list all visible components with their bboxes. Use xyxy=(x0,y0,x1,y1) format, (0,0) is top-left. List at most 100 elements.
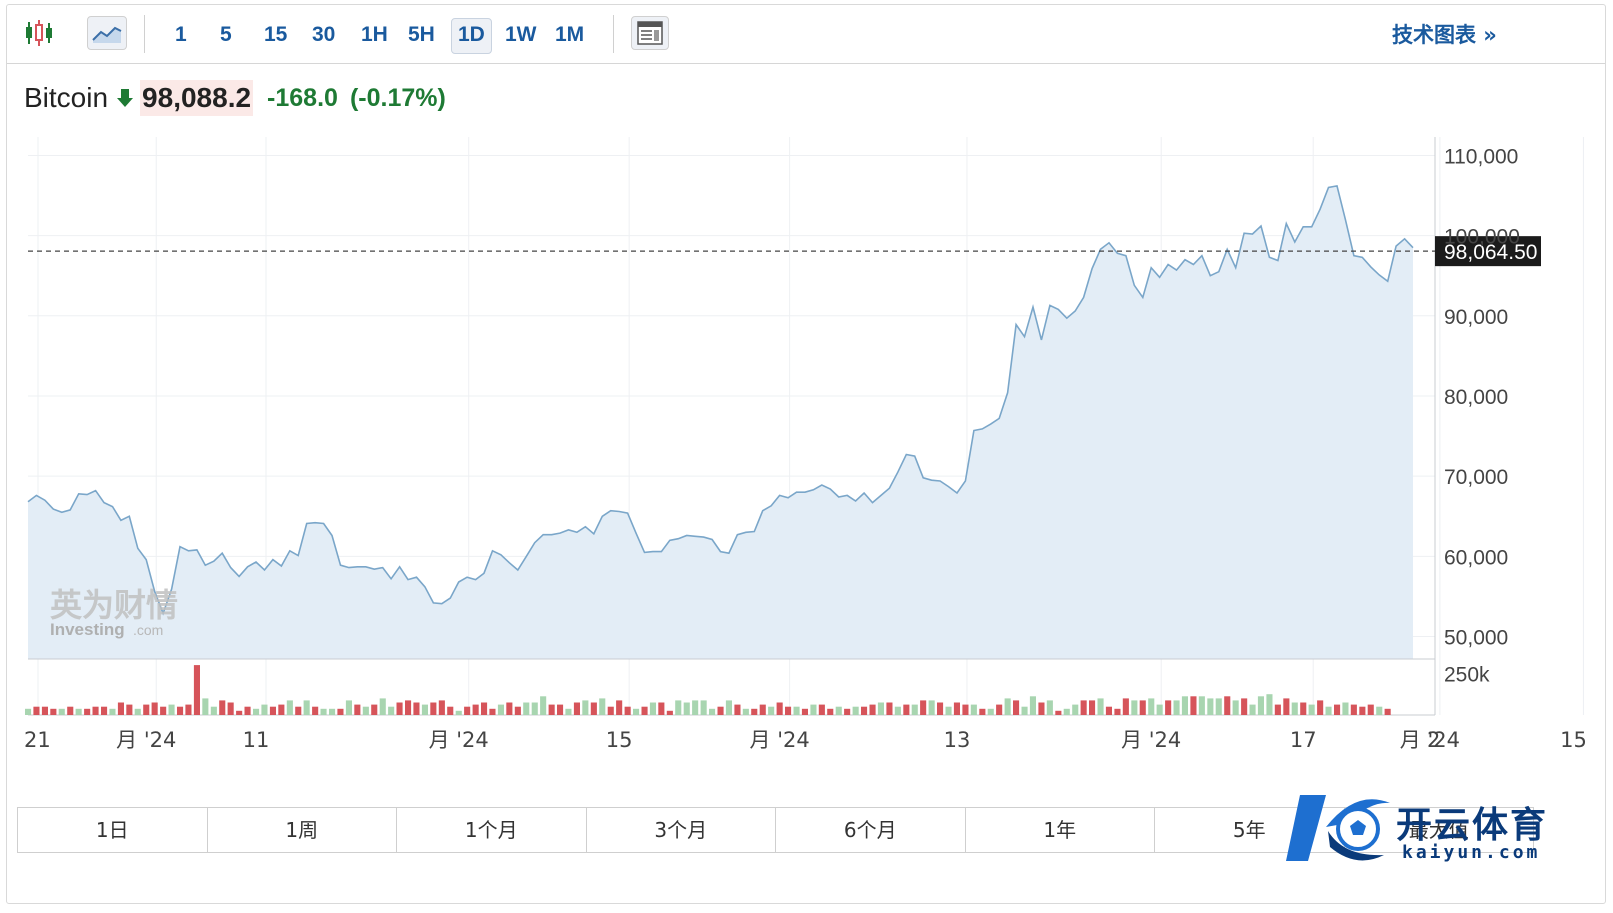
timeframe-15[interactable]: 15 xyxy=(264,23,288,46)
volume-bar xyxy=(582,700,589,715)
volume-bar xyxy=(920,700,927,715)
volume-bar xyxy=(497,704,504,715)
volume-bar xyxy=(911,704,918,715)
volume-bar xyxy=(1038,702,1045,715)
volume-bar xyxy=(742,708,749,715)
volume-bar xyxy=(827,708,834,715)
timeframe-30[interactable]: 30 xyxy=(312,23,336,46)
volume-bar xyxy=(117,702,124,715)
volume-bar xyxy=(1148,698,1155,715)
range-tab-0[interactable]: 1日 xyxy=(18,808,208,852)
timeframe-1w[interactable]: 1W xyxy=(505,23,537,46)
table-layout-icon[interactable] xyxy=(631,16,669,50)
volume-bar xyxy=(666,710,673,715)
volume-bar xyxy=(345,700,352,715)
volume-bar xyxy=(1173,700,1180,715)
volume-bar xyxy=(1249,704,1256,715)
volume-bar xyxy=(134,708,141,715)
volume-bar xyxy=(531,702,538,715)
candlestick-icon[interactable] xyxy=(21,16,57,50)
volume-bar xyxy=(590,702,597,715)
volume-bar xyxy=(1198,696,1205,715)
chart-toolbar: 1 5 15 30 1H 5H 1D 1W 1M 技术图表 » xyxy=(7,5,1605,64)
volume-bar xyxy=(472,704,479,715)
instrument-name: Bitcoin xyxy=(24,82,109,113)
volume-bar xyxy=(193,665,200,715)
volume-bar xyxy=(928,700,935,715)
timeframe-1d[interactable]: 1D xyxy=(451,18,492,54)
x-tick-label: 11 xyxy=(243,728,270,752)
volume-bar xyxy=(785,706,792,715)
volume-bar xyxy=(1207,698,1214,715)
volume-bar xyxy=(987,708,994,715)
volume-bar xyxy=(734,704,741,715)
volume-bar xyxy=(649,702,656,715)
range-tab-4[interactable]: 6个月 xyxy=(776,808,966,852)
volume-bar xyxy=(894,706,901,715)
x-tick-label: 21 xyxy=(24,728,51,752)
volume-bar xyxy=(759,704,766,715)
volume-bar xyxy=(1021,706,1028,715)
volume-bar xyxy=(320,708,327,715)
volume-bar xyxy=(1156,704,1163,715)
area-chart-icon[interactable] xyxy=(87,16,127,50)
y-tick-label: 80,000 xyxy=(1444,386,1508,409)
timeframe-1[interactable]: 1 xyxy=(175,23,187,46)
volume-bar xyxy=(244,706,251,715)
volume-bar xyxy=(269,706,276,715)
range-tab-7[interactable]: 最大值 xyxy=(1408,818,1469,842)
volume-bar xyxy=(1342,702,1349,715)
volume-bar xyxy=(1055,710,1062,715)
volume-bar xyxy=(1325,706,1332,715)
volume-bar xyxy=(1131,700,1138,715)
volume-bar xyxy=(1004,698,1011,715)
range-tab-3[interactable]: 3个月 xyxy=(587,808,776,852)
volume-bar xyxy=(1097,698,1104,715)
timeframe-5[interactable]: 5 xyxy=(220,23,232,46)
volume-bar xyxy=(210,706,217,715)
volume-bar xyxy=(573,702,580,715)
time-range-selector: 1日 1周 1个月 3个月 6个月 1年 5年 最大值 xyxy=(17,807,1534,853)
volume-bar xyxy=(101,706,108,715)
toolbar-divider xyxy=(613,15,614,53)
volume-bar xyxy=(1224,696,1231,715)
volume-bar xyxy=(1232,700,1239,715)
volume-bar xyxy=(751,708,758,715)
volume-bar xyxy=(557,704,564,715)
volume-bar xyxy=(1013,700,1020,715)
volume-bar xyxy=(886,702,893,715)
volume-bar xyxy=(1181,696,1188,715)
volume-bar xyxy=(810,704,817,715)
timeframe-1m[interactable]: 1M xyxy=(555,23,585,46)
volume-bar xyxy=(979,708,986,715)
arrow-down-icon xyxy=(117,89,134,107)
range-tab-5[interactable]: 1年 xyxy=(966,808,1155,852)
volume-bar xyxy=(1334,704,1341,715)
last-price: 98,088.2 xyxy=(140,80,254,116)
range-tab-1[interactable]: 1周 xyxy=(208,808,397,852)
technical-chart-link[interactable]: 技术图表 » xyxy=(1392,23,1497,47)
volume-bar xyxy=(1122,698,1129,715)
volume-bar xyxy=(151,702,158,715)
range-tab-2[interactable]: 1个月 xyxy=(397,808,587,852)
volume-bar xyxy=(725,700,732,715)
volume-bar xyxy=(58,708,65,715)
price-series-line xyxy=(27,184,1414,616)
volume-bar xyxy=(793,706,800,715)
volume-bar xyxy=(388,706,395,715)
timeframe-5h[interactable]: 5H xyxy=(408,23,435,46)
volume-bar xyxy=(25,708,32,715)
price-area-fill xyxy=(28,185,1413,659)
volume-bar xyxy=(413,702,420,715)
volume-bar xyxy=(455,710,462,715)
volume-bar xyxy=(962,704,969,715)
volume-bar xyxy=(1300,702,1307,715)
x-tick-label: 15 xyxy=(1560,728,1587,752)
volume-bar xyxy=(700,700,707,715)
volume-bar xyxy=(953,702,960,715)
volume-bar xyxy=(261,704,268,715)
volume-bar xyxy=(1215,698,1222,715)
timeframe-1h[interactable]: 1H xyxy=(361,23,388,46)
current-price-tag: 98,064.50 xyxy=(1444,241,1537,264)
